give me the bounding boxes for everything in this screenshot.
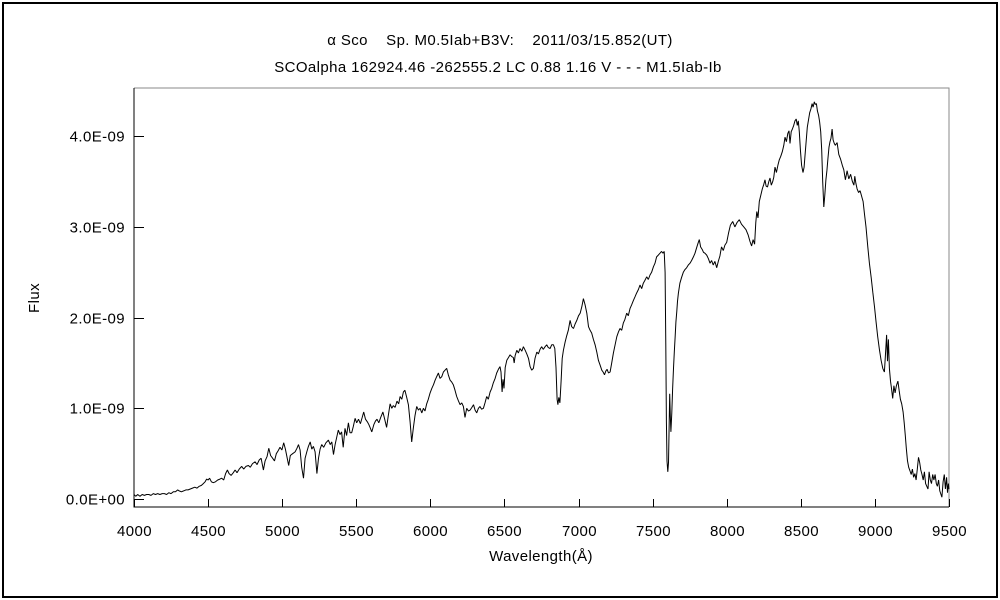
x-tick-label: 7000 [562, 523, 597, 540]
x-tick-label: 4500 [191, 523, 226, 540]
spectrum-line [133, 101, 950, 498]
x-tick-label: 6000 [413, 523, 448, 540]
y-tick-label: 1.0E-09 [70, 401, 125, 418]
y-tick-label: 3.0E-09 [70, 220, 125, 237]
y-tick-label: 0.0E+00 [66, 492, 125, 509]
y-tick-label: 4.0E-09 [70, 129, 125, 146]
x-tick-label: 7500 [636, 523, 671, 540]
frame-axes [133, 88, 949, 508]
x-tick-label: 9000 [858, 523, 893, 540]
plot-frame [133, 87, 950, 508]
x-tick-label: 8000 [710, 523, 745, 540]
frame-top-right [134, 87, 950, 507]
x-tick-label: 8500 [784, 523, 819, 540]
y-axis-label: Flux [26, 283, 43, 313]
x-tick-label: 4000 [117, 523, 152, 540]
x-tick-label: 5000 [265, 523, 300, 540]
x-tick-label: 9500 [932, 523, 967, 540]
axis-ticks [134, 136, 950, 507]
chart-title: α Sco Sp. M0.5Iab+B3V: 2011/03/15.852(UT… [327, 32, 673, 49]
axis-tick-labels: 4000 4500 5000 5500 6000 6500 7000 7500 8000 8500… [66, 129, 967, 541]
x-tick-label: 6500 [487, 523, 522, 540]
chart-subtitle: SCOalpha 162924.46 -262555.2 LC 0.88 1.1… [274, 59, 722, 76]
x-axis-label: Wavelength(Å) [489, 548, 593, 565]
y-tick-label: 2.0E-09 [70, 311, 125, 328]
x-tick-label: 5500 [339, 523, 374, 540]
